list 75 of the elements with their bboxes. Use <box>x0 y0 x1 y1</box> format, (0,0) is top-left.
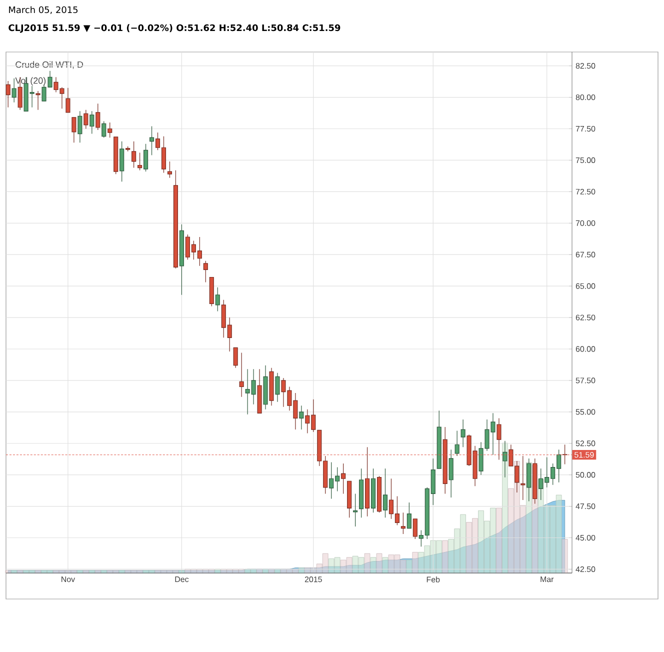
candlestick <box>353 493 358 527</box>
candlestick <box>149 126 154 156</box>
candlestick <box>448 449 454 498</box>
candlestick <box>239 352 244 398</box>
candlestick <box>496 418 502 460</box>
candlestick <box>120 141 124 182</box>
bar <box>328 558 334 574</box>
bar <box>370 557 376 574</box>
bar <box>448 539 454 574</box>
candlestick <box>132 141 136 168</box>
candlestick <box>406 502 412 529</box>
bar <box>484 520 490 574</box>
bar <box>556 494 562 574</box>
bar <box>490 508 496 574</box>
bar <box>388 554 394 574</box>
text: CLJ2015 51.59 ▼ −0.01 (−0.02%) O:51.62 H:52.40 L:50.84 C:51.59 <box>8 24 340 33</box>
bar <box>562 539 568 574</box>
candlestick <box>275 372 280 402</box>
candlestick <box>96 103 100 130</box>
bar <box>442 540 448 574</box>
candlestick <box>215 287 220 312</box>
bar <box>508 488 514 574</box>
bar <box>520 505 526 574</box>
bar <box>418 552 424 574</box>
candlestick <box>299 405 304 430</box>
candlestick <box>167 161 172 178</box>
bar <box>538 479 544 574</box>
text: March 05, 2015 <box>9 6 78 14</box>
candlestick <box>90 110 94 134</box>
bar <box>376 553 382 574</box>
bar <box>322 553 328 574</box>
bar <box>334 557 340 574</box>
bar <box>382 557 388 574</box>
candlestick <box>233 347 238 368</box>
candlestick <box>454 430 460 456</box>
bar <box>454 528 460 574</box>
candlestick <box>144 144 148 172</box>
candlestick <box>36 90 40 110</box>
candlestick <box>102 120 106 138</box>
bar <box>496 508 502 574</box>
bar <box>544 505 550 574</box>
bar <box>346 557 352 574</box>
bar <box>412 552 418 574</box>
bar <box>340 560 346 574</box>
bar <box>472 518 478 574</box>
bar <box>424 546 430 574</box>
candlestick <box>108 122 112 138</box>
bar <box>352 556 358 574</box>
bar <box>400 560 406 574</box>
bar <box>364 553 370 574</box>
candlestick <box>12 78 16 103</box>
candlestick <box>138 152 142 171</box>
candlestick <box>382 468 388 518</box>
candlestick <box>341 463 346 494</box>
candlestick <box>412 518 418 540</box>
candlestick <box>502 440 508 478</box>
candlestick <box>66 88 70 113</box>
candlestick <box>6 80 10 108</box>
candlestick <box>84 110 88 130</box>
candlestick <box>78 110 82 143</box>
candlestick <box>203 260 208 283</box>
bar <box>394 554 400 574</box>
candlestick <box>72 117 76 143</box>
bar <box>430 540 436 574</box>
bar <box>466 522 472 574</box>
bar <box>460 514 466 574</box>
bar <box>550 505 556 574</box>
bar <box>5 570 11 574</box>
candlestick <box>460 419 466 448</box>
bar <box>406 560 412 574</box>
candlestick <box>400 512 406 534</box>
bar <box>358 557 364 574</box>
bar <box>478 510 484 574</box>
bar <box>316 564 322 574</box>
bar <box>436 540 442 574</box>
